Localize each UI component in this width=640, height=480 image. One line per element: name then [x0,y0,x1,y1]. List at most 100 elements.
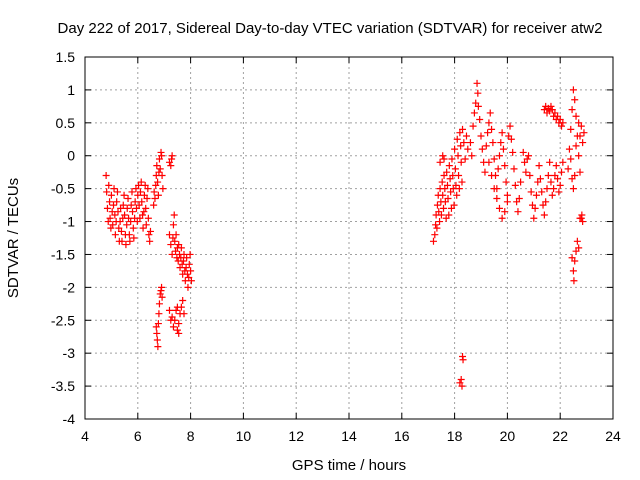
data-point [572,112,580,120]
data-point [548,191,556,199]
data-point [507,135,515,143]
y-tick-label: -2.5 [51,312,75,328]
data-point [158,171,166,179]
x-tick-label: 8 [187,428,195,444]
data-point [455,171,463,179]
data-point [154,343,162,351]
y-tick-label: 1.5 [56,49,76,65]
data-point [558,122,566,130]
data-point [564,165,572,173]
data-point [158,152,166,160]
y-tick-label: -1.5 [51,246,75,262]
data-point [577,122,585,130]
x-tick-label: 24 [605,428,621,444]
data-point [436,158,444,166]
data-point [571,257,579,265]
data-point [451,165,459,173]
data-point [457,142,465,150]
data-point [461,155,469,163]
data-point [540,211,548,219]
data-point [478,145,486,153]
data-point [123,221,131,229]
data-point [453,191,461,199]
data-point [573,237,581,245]
data-point [187,267,195,275]
data-point [145,231,153,239]
data-point [501,162,509,170]
data-point [468,152,476,160]
data-point [572,142,580,150]
data-point [555,188,563,196]
data-point [495,152,503,160]
data-point [103,188,111,196]
data-point [550,185,558,193]
data-point [126,237,134,245]
data-point [470,109,478,117]
data-point [130,234,138,242]
data-point [178,260,186,268]
data-point [170,211,178,219]
data-point [124,195,132,203]
data-point [144,214,152,222]
data-point [438,178,446,186]
data-point [111,231,119,239]
data-point [453,135,461,143]
data-point [486,109,494,117]
data-point [153,336,161,344]
data-point [482,142,490,150]
y-tick-label: -0.5 [51,181,75,197]
data-point [167,241,175,249]
chart-title: Day 222 of 2017, Sidereal Day-to-day VTE… [58,20,603,37]
data-point [129,224,137,232]
data-point [495,204,503,212]
data-point [488,125,496,133]
data-point [462,132,470,140]
x-tick-label: 12 [288,428,304,444]
data-point [485,158,493,166]
data-point [559,158,567,166]
data-point [579,139,587,147]
data-point [106,198,114,206]
data-point [431,231,439,239]
y-tick-label: 1 [67,82,75,98]
data-point [457,158,465,166]
data-point [169,323,177,331]
data-point [172,231,180,239]
data-point [439,191,447,199]
data-point [165,306,173,314]
data-point [477,132,485,140]
x-tick-label: 20 [500,428,516,444]
data-point [109,221,117,229]
y-tick-label: 0 [67,148,75,164]
data-point [183,254,191,262]
data-point [458,382,466,390]
data-point [501,208,509,216]
x-tick-label: 14 [341,428,357,444]
data-point [127,201,135,209]
data-point [154,178,162,186]
data-point [481,168,489,176]
data-point [139,211,147,219]
data-point [131,198,139,206]
data-point [154,320,162,328]
data-point [123,204,131,212]
data-point [142,204,150,212]
data-point [111,211,119,219]
data-point [138,198,146,206]
x-tick-label: 16 [394,428,410,444]
data-point [498,129,506,137]
data-point [128,188,136,196]
data-point [546,158,554,166]
data-point [485,119,493,127]
data-point [502,178,510,186]
data-point [104,218,112,226]
data-point [150,188,158,196]
data-point [493,195,501,203]
data-point [459,125,467,133]
data-point [569,86,577,94]
data-point [146,227,154,235]
data-point [151,195,159,203]
data-point [143,195,151,203]
x-tick-label: 18 [447,428,463,444]
data-point [571,96,579,104]
